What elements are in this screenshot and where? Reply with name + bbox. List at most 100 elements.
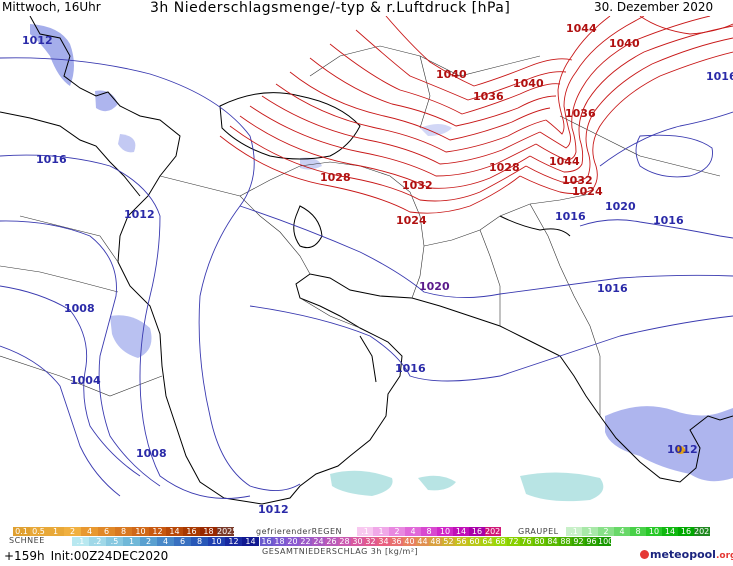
legend-swatch: 10 bbox=[132, 527, 149, 536]
legend-swatch: 10 bbox=[208, 537, 225, 546]
legend-swatch: 92 bbox=[572, 537, 585, 546]
isobars-high bbox=[219, 16, 733, 214]
isobar-label: 1020 bbox=[605, 200, 636, 213]
isobar-label: 1040 bbox=[513, 77, 544, 90]
precipitation-legend: 0.10.51246810121416182025+ SCHNEE .1.2.5… bbox=[0, 527, 733, 566]
isobar-label: 1016 bbox=[36, 153, 67, 166]
legend-swatch: 8 bbox=[630, 527, 646, 536]
legend-swatch: 6 bbox=[174, 537, 191, 546]
legend-swatch: 76 bbox=[520, 537, 533, 546]
isobar-label: 1044 bbox=[566, 22, 597, 35]
legend-swatch: 84 bbox=[546, 537, 559, 546]
legend-swatch: 36 bbox=[390, 537, 403, 546]
isobar-label: 1032 bbox=[562, 174, 593, 187]
isobar-label: 1016 bbox=[706, 70, 733, 83]
legend-swatch: 28 bbox=[338, 537, 351, 546]
legend-swatch: 16 bbox=[469, 527, 485, 536]
isobar-label: 1044 bbox=[549, 155, 580, 168]
legend-swatch: 14 bbox=[242, 537, 259, 546]
legend-swatch: 14 bbox=[662, 527, 678, 536]
isobar-label: 1040 bbox=[436, 68, 467, 81]
precipitation-areas bbox=[30, 24, 733, 502]
isobar-labels: 1012 1016 1012 1008 1004 1008 1012 1028 … bbox=[22, 22, 733, 516]
weather-map: 1012 1016 1012 1008 1004 1008 1012 1028 … bbox=[0, 16, 733, 527]
legend-swatch: 40 bbox=[403, 537, 416, 546]
total-precip-title: GESAMTNIEDERSCHLAG 3h [kg/m²] bbox=[262, 547, 419, 556]
init-time: Init:00Z24DEC2020 bbox=[50, 549, 169, 563]
meteopool-logo[interactable]: meteopool.org bbox=[640, 548, 733, 561]
isobar-label: 1028 bbox=[320, 171, 351, 184]
freezing-rain-scale: .112481014162025+ bbox=[357, 527, 501, 536]
isobar-label: 1004 bbox=[70, 374, 101, 387]
legend-swatch: 4 bbox=[157, 537, 174, 546]
legend-swatch: 44 bbox=[416, 537, 429, 546]
isobars-low bbox=[0, 57, 733, 499]
legend-swatch: 14 bbox=[166, 527, 183, 536]
legend-swatch: 2 bbox=[598, 527, 614, 536]
isobar-label: 1016 bbox=[395, 362, 426, 375]
legend-swatch: 14 bbox=[453, 527, 469, 536]
legend-swatch: 4 bbox=[614, 527, 630, 536]
legend-swatch: .1 bbox=[566, 527, 582, 536]
isobar-label: 1036 bbox=[565, 107, 596, 120]
legend-swatch: 4 bbox=[81, 527, 98, 536]
legend-swatch: 2 bbox=[389, 527, 405, 536]
legend-swatch: 16 bbox=[260, 537, 273, 546]
legend-swatch: 68 bbox=[494, 537, 507, 546]
freezing-rain-title: gefrierenderREGEN bbox=[256, 527, 342, 536]
legend-swatch: 16 bbox=[183, 527, 200, 536]
legend-swatch: 48 bbox=[429, 537, 442, 546]
isobar-label: 1012 bbox=[667, 443, 698, 456]
forecast-hour: +159h bbox=[4, 549, 45, 563]
isobar-label: 1024 bbox=[396, 214, 427, 227]
legend-swatch: 2 bbox=[140, 537, 157, 546]
map-background bbox=[0, 16, 733, 527]
legend-swatch: 2025+ bbox=[694, 527, 710, 536]
legend-swatch: 8 bbox=[421, 527, 437, 536]
legend-swatch: 10 bbox=[646, 527, 662, 536]
coastlines bbox=[0, 16, 733, 505]
legend-swatch: 2025+ bbox=[217, 527, 234, 536]
legend-swatch: .1 bbox=[357, 527, 373, 536]
legend-swatch: 52 bbox=[442, 537, 455, 546]
legend-swatch: 96 bbox=[585, 537, 598, 546]
isobar-label: 1028 bbox=[489, 161, 520, 174]
header-bar: Mittwoch, 16Uhr 3h Niederschlagsmenge/-t… bbox=[0, 0, 733, 18]
graupel-scale: .112481014162025+ bbox=[566, 527, 710, 536]
legend-swatch: 1 bbox=[373, 527, 389, 536]
legend-swatch: .2 bbox=[89, 537, 106, 546]
legend-swatch: 24 bbox=[312, 537, 325, 546]
legend-swatch: 26 bbox=[325, 537, 338, 546]
legend-swatch: 22 bbox=[299, 537, 312, 546]
isobar-label: 1032 bbox=[402, 179, 433, 192]
legend-swatch: 88 bbox=[559, 537, 572, 546]
legend-swatch: 80 bbox=[533, 537, 546, 546]
isobar-label: 1016 bbox=[597, 282, 628, 295]
legend-swatch: 2025+ bbox=[485, 527, 501, 536]
legend-swatch: 8 bbox=[115, 527, 132, 536]
legend-swatch: 8 bbox=[191, 537, 208, 546]
isobar-label: 1020 bbox=[419, 280, 450, 293]
map-title: 3h Niederschlagsmenge/-typ & r.Luftdruck… bbox=[150, 0, 511, 16]
legend-swatch: 4 bbox=[405, 527, 421, 536]
legend-swatch: 72 bbox=[507, 537, 520, 546]
run-info: +159h Init:00Z24DEC2020 bbox=[4, 549, 168, 563]
legend-swatch: 34 bbox=[377, 537, 390, 546]
legend-swatch: .5 bbox=[106, 537, 123, 546]
legend-swatch: 1 bbox=[582, 527, 598, 536]
logo-dot-icon bbox=[640, 550, 649, 559]
isobar-label: 1036 bbox=[473, 90, 504, 103]
rain-scale: 16 18 20 22 24 26 28 30 32 34 36 40 44 48 52 56 60 64 68 72… bbox=[260, 537, 611, 546]
isobar-label: 1016 bbox=[653, 214, 684, 227]
legend-swatch: 6 bbox=[98, 527, 115, 536]
isobar-label: 1008 bbox=[64, 302, 95, 315]
legend-swatch: 56 bbox=[455, 537, 468, 546]
isobar-label: 1024 bbox=[572, 185, 603, 198]
isobar-label: 1012 bbox=[258, 503, 289, 516]
legend-swatch: 30 bbox=[351, 537, 364, 546]
snow-bottom-scale: .1.2.5 1 2 4 6 8 10 12 14 bbox=[72, 537, 259, 546]
legend-swatch: 100 bbox=[598, 537, 611, 546]
legend-swatch: 1 bbox=[47, 527, 64, 536]
legend-swatch: 64 bbox=[481, 537, 494, 546]
isobar-label: 1012 bbox=[124, 208, 155, 221]
